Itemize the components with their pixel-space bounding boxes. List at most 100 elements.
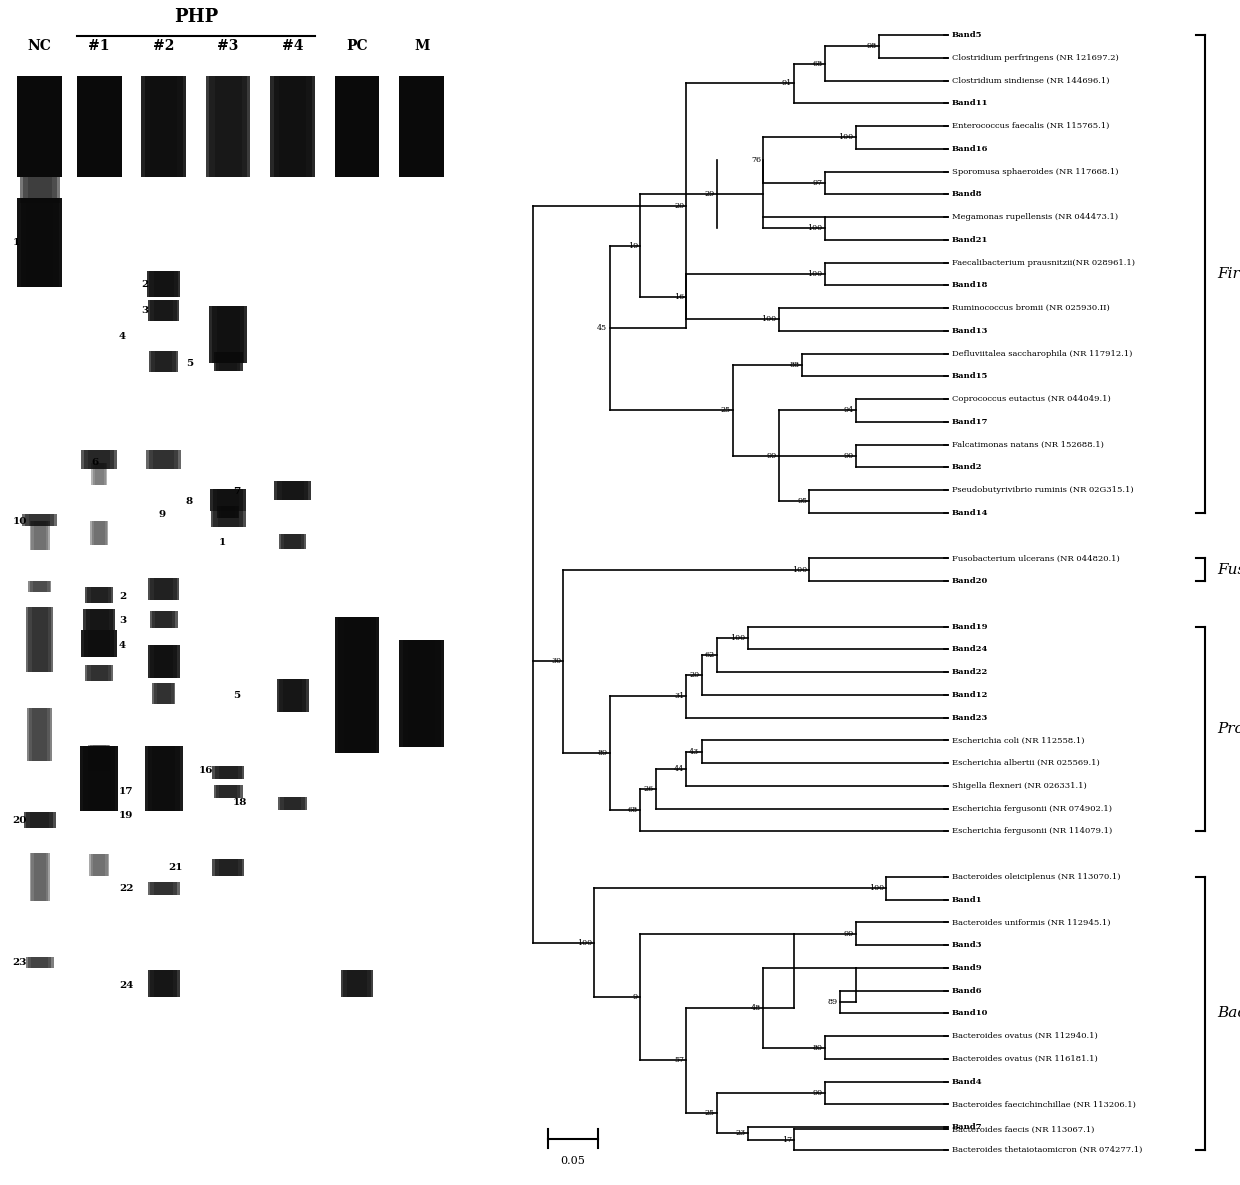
Bar [148, 300, 180, 321]
Text: 4: 4 [119, 332, 126, 341]
Text: Band7: Band7 [952, 1123, 982, 1132]
Bar [88, 630, 110, 656]
Text: Coprococcus eutactus (NR 044049.1): Coprococcus eutactus (NR 044049.1) [952, 395, 1111, 403]
Bar [149, 351, 179, 372]
Bar [83, 747, 115, 811]
Bar [148, 969, 180, 998]
Bar [154, 645, 174, 678]
Bar [277, 679, 309, 712]
Bar [33, 853, 46, 901]
Text: Band10: Band10 [952, 1010, 988, 1018]
Bar [277, 481, 309, 500]
Bar [22, 514, 57, 526]
Bar [335, 616, 379, 754]
Text: Fusobacteria: Fusobacteria [1216, 563, 1240, 577]
Text: Band1: Band1 [952, 896, 982, 904]
Bar [29, 581, 51, 591]
Bar [29, 957, 51, 967]
Text: 57: 57 [675, 1057, 684, 1064]
Bar [343, 76, 371, 177]
Bar [82, 450, 117, 469]
Bar [27, 177, 52, 203]
Bar [150, 76, 177, 177]
Bar [215, 859, 242, 876]
Text: 100: 100 [577, 939, 591, 947]
Text: 24: 24 [119, 981, 134, 991]
Text: Proteobacteria: Proteobacteria [1216, 722, 1240, 736]
Bar [145, 747, 182, 811]
Text: 99: 99 [766, 451, 776, 460]
Text: Band22: Band22 [952, 668, 988, 677]
Bar [150, 882, 177, 896]
Text: Sporomusa sphaeroides (NR 117668.1): Sporomusa sphaeroides (NR 117668.1) [952, 167, 1118, 175]
Text: 9: 9 [632, 993, 639, 1001]
Text: 62: 62 [704, 651, 715, 659]
Text: 100: 100 [807, 270, 822, 278]
Text: 1: 1 [12, 238, 20, 248]
Bar [17, 76, 62, 177]
Text: Band8: Band8 [952, 191, 982, 198]
Bar [281, 481, 304, 500]
Text: Bacteroides thetaiotaomicron (NR 074277.1): Bacteroides thetaiotaomicron (NR 074277.… [952, 1146, 1142, 1154]
Bar [339, 616, 376, 754]
Bar [92, 463, 107, 485]
Bar [94, 463, 104, 485]
Text: 100: 100 [792, 565, 807, 574]
Text: Band9: Band9 [952, 963, 982, 972]
Bar [154, 300, 174, 321]
Bar [212, 767, 244, 780]
Bar [213, 511, 243, 526]
Bar [24, 812, 56, 828]
Bar [279, 76, 306, 177]
Text: 4: 4 [119, 641, 126, 651]
Bar [343, 969, 371, 998]
Text: 1: 1 [218, 538, 226, 547]
Bar [91, 854, 108, 876]
Text: #1: #1 [88, 39, 110, 53]
Bar [149, 450, 179, 469]
Text: 16: 16 [673, 293, 684, 301]
Text: Band11: Band11 [952, 100, 988, 108]
Bar [155, 351, 172, 372]
Bar [26, 76, 53, 177]
Text: 45: 45 [598, 324, 608, 332]
Bar [29, 607, 51, 672]
Text: 23: 23 [12, 957, 27, 967]
Bar [32, 709, 47, 762]
Bar [31, 520, 48, 550]
Bar [31, 853, 48, 901]
Bar [81, 747, 118, 811]
Text: 89: 89 [828, 998, 838, 1006]
Bar [399, 640, 444, 747]
Bar [84, 450, 114, 469]
Text: Band5: Band5 [952, 31, 982, 39]
Text: 100: 100 [761, 315, 776, 324]
Bar [403, 76, 440, 177]
Bar [215, 76, 242, 177]
Bar [341, 969, 373, 998]
Text: 48: 48 [751, 1004, 761, 1012]
Bar [218, 511, 238, 526]
Text: 20: 20 [689, 671, 699, 679]
Bar [150, 611, 177, 628]
Text: 94: 94 [843, 406, 853, 415]
Text: Band18: Band18 [952, 281, 988, 289]
Bar [408, 76, 435, 177]
Bar [88, 745, 110, 771]
Bar [403, 640, 440, 747]
Text: 3: 3 [141, 306, 149, 315]
Text: Escherichia fergusonii (NR 074902.1): Escherichia fergusonii (NR 074902.1) [952, 805, 1112, 813]
Bar [343, 616, 371, 754]
Bar [94, 521, 104, 545]
Bar [155, 611, 172, 628]
Bar [86, 609, 113, 630]
Text: 30: 30 [551, 658, 562, 666]
Text: Faecalibacterium prausnitzii(NR 028961.1): Faecalibacterium prausnitzii(NR 028961.1… [952, 258, 1135, 267]
Bar [274, 76, 311, 177]
Bar [154, 578, 174, 600]
Bar [150, 300, 177, 321]
Bar [283, 679, 303, 712]
Bar [93, 463, 105, 485]
Bar [154, 882, 174, 896]
Bar [213, 784, 243, 799]
